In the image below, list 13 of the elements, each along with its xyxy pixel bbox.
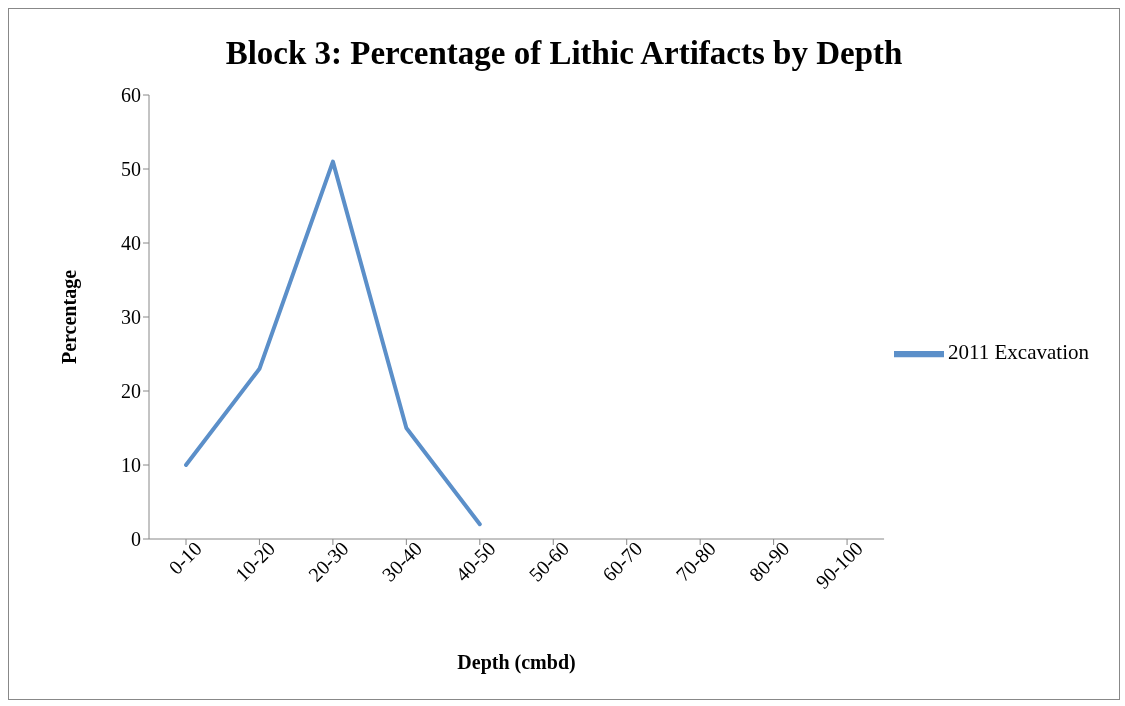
y-tick-label: 50 [121,158,141,181]
y-tick-label: 40 [121,232,141,255]
y-axis-title: Percentage [58,269,82,365]
line-series [184,159,482,527]
chart-title: Block 3: Percentage of Lithic Artifacts by Depth [224,35,904,72]
y-tick-label: 0 [131,528,141,551]
y-tick-label: 10 [121,454,141,477]
y-tick-label: 30 [121,306,141,329]
y-tick-label: 20 [121,380,141,403]
x-axis-title: Depth (cmbd) [457,651,576,674]
legend-label: 2011 Excavation [948,339,1089,364]
x-tick-label: 0-10 [164,537,206,579]
y-tick-label: 60 [121,84,141,107]
